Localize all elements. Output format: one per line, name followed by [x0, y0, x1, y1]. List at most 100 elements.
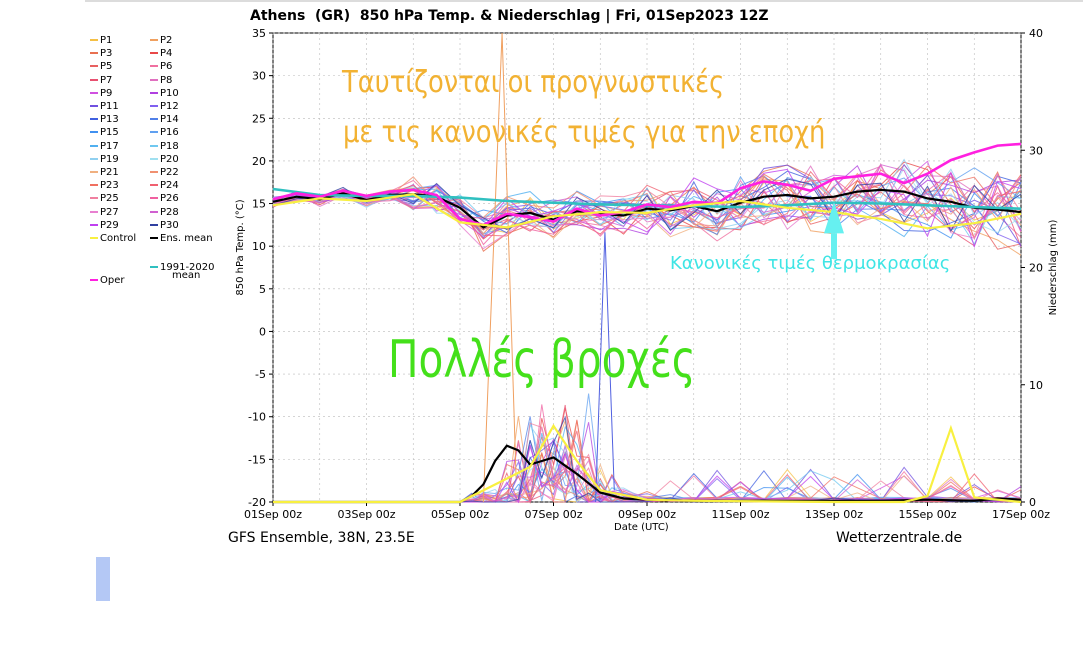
- legend-label: P5: [100, 61, 113, 73]
- series-control-precip: [273, 423, 1022, 504]
- legend-swatch: [90, 197, 98, 200]
- legend-swatch: [150, 210, 158, 213]
- x-tick-label: 03Sep 00z: [338, 508, 396, 521]
- y-axis-label: 850 hPa Temp. (°C): [235, 199, 246, 295]
- y-tick-label: 5: [259, 283, 266, 296]
- chart-title: Athens (GR) 850 hPa Temp. & Niederschlag…: [250, 8, 769, 24]
- legend-item: P8: [150, 75, 172, 86]
- x-tick-label: 01Sep 00z: [244, 508, 302, 521]
- legend-label: P2: [160, 35, 173, 46]
- legend-swatch: [150, 157, 158, 160]
- legend-item: P15: [90, 127, 119, 138]
- legend-label: P26: [160, 193, 179, 205]
- legend-item: Oper: [90, 275, 124, 286]
- legend-label: P17: [100, 140, 119, 152]
- legend-item: P2: [150, 35, 172, 46]
- legend-item: P21: [90, 167, 119, 178]
- legend-swatch: [150, 118, 158, 121]
- legend-swatch: [90, 210, 98, 213]
- legend-swatch: [90, 171, 98, 173]
- legend-label: P3: [100, 48, 113, 60]
- legend-swatch: [90, 39, 98, 41]
- legend-label: P18: [160, 140, 179, 152]
- legend-item: P9: [90, 88, 112, 99]
- legend-swatch: [150, 223, 158, 226]
- legend-label: P29: [100, 219, 119, 231]
- legend-label: Control: [100, 233, 137, 244]
- legend-swatch: [90, 184, 98, 187]
- legend-item: Ens. mean: [150, 233, 213, 244]
- legend-label: P27: [100, 206, 119, 218]
- y-tick-label: -5: [255, 368, 266, 381]
- legend-item: P10: [150, 88, 179, 99]
- x-tick-label: 07Sep 00z: [525, 508, 583, 521]
- legend-label: P20: [160, 153, 179, 165]
- annotation-forecast-line2: με τις κανονικές τιμές για την εποχή: [343, 115, 826, 150]
- y-tick-label: 25: [252, 112, 266, 125]
- legend-item: P20: [150, 154, 179, 165]
- legend-label: P28: [160, 206, 179, 218]
- annotation-arrow-shaft: [831, 233, 837, 259]
- legend-swatch: [90, 91, 98, 94]
- legend-swatch: [150, 52, 158, 55]
- legend-label: P19: [100, 153, 119, 165]
- legend-swatch: [150, 105, 158, 107]
- legend-swatch: [90, 65, 98, 68]
- legend-label: P10: [160, 87, 179, 99]
- precip-spike-p13: [595, 232, 615, 503]
- y-tick-label: 30: [252, 70, 266, 83]
- legend-item: 1991-2020 mean: [150, 262, 215, 281]
- legend-swatch: [150, 78, 158, 81]
- precip-spike-p2: [482, 32, 517, 503]
- legend-swatch: [150, 266, 158, 269]
- legend-label: P23: [100, 180, 119, 192]
- legend-label: P7: [100, 74, 113, 86]
- x-tick-label: 17Sep 00z: [992, 508, 1050, 521]
- y2-tick-label: 10: [1029, 379, 1043, 392]
- legend-item: P19: [90, 154, 119, 165]
- legend-swatch: [150, 131, 158, 134]
- y2-tick-label: 40: [1029, 27, 1043, 40]
- legend-swatch: [150, 237, 158, 239]
- legend-item: P23: [90, 180, 119, 191]
- legend-label: P24: [160, 180, 179, 192]
- annotation-forecast-line1: Ταυτίζονται οι προγνωστικές: [342, 65, 725, 100]
- legend-item: P17: [90, 141, 119, 152]
- legend-swatch: [90, 78, 98, 81]
- cursor-highlight: [96, 557, 110, 601]
- legend-swatch: [150, 171, 158, 173]
- legend-label: P22: [160, 167, 179, 178]
- legend-item: P3: [90, 48, 112, 59]
- legend-item: P14: [150, 114, 179, 125]
- legend-swatch: [90, 237, 98, 239]
- legend-item: P12: [150, 101, 179, 112]
- legend-label: P8: [160, 74, 173, 86]
- legend-item: P24: [150, 180, 179, 191]
- annotation-normal-temps: Κανονικές τιμές θερμοκρασίας: [670, 253, 951, 274]
- legend-label: Oper: [100, 275, 125, 287]
- legend-item: P16: [150, 127, 179, 138]
- legend-item: P4: [150, 48, 172, 59]
- series-control: [272, 193, 1022, 230]
- legend-swatch: [150, 144, 158, 147]
- legend-label: P16: [160, 127, 179, 139]
- y-tick-label: 20: [252, 155, 266, 168]
- y-tick-label: 10: [252, 240, 266, 253]
- legend-swatch: [90, 131, 98, 134]
- legend-swatch: [150, 184, 158, 187]
- legend-label: P15: [100, 127, 119, 139]
- legend-label: P13: [100, 114, 119, 126]
- legend-swatch: [150, 91, 158, 94]
- legend-item: P18: [150, 141, 179, 152]
- x-tick-label: 15Sep 00z: [899, 508, 957, 521]
- y-tick-label: -15: [248, 453, 266, 466]
- legend-label: P4: [160, 48, 173, 60]
- legend-item: P25: [90, 193, 119, 204]
- legend-item: P7: [90, 75, 112, 86]
- x-axis-label: Date (UTC): [614, 522, 669, 533]
- legend-swatch: [150, 197, 158, 200]
- legend-item: P26: [150, 193, 179, 204]
- legend-label: P9: [100, 87, 113, 99]
- footer-source: Wetterzentrale.de: [836, 530, 963, 546]
